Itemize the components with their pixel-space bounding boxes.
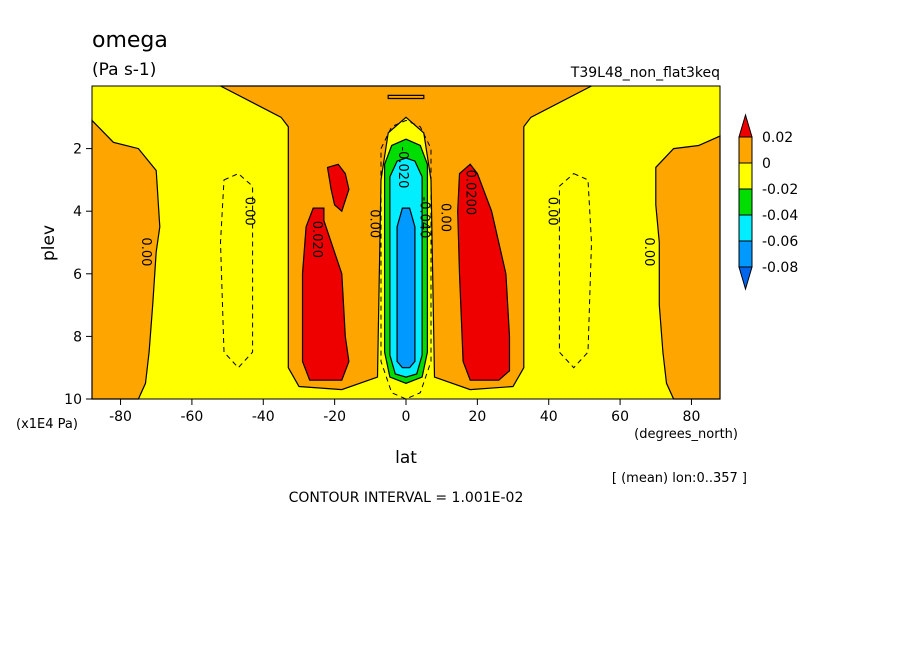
x-tick-label: -20 [323,409,346,425]
y-tick-label: 4 [73,204,82,220]
y-axis-label: plev [39,225,59,261]
colorbar-label: -0.04 [762,208,798,224]
contour-label-5: -0.040 [416,197,431,239]
plot-area: 0.00 0.00 0.020 0.00 -0.020 -0.040 0.00 0.0200 0… [91,85,721,400]
contour-label-3: 0.00 [366,209,381,238]
x-tick-label: -40 [252,409,275,425]
x-tick-label: -80 [109,409,132,425]
x-tick-label: 20 [468,409,486,425]
dashed-contour-1 [558,173,593,369]
contour-label-9: 0.00 [641,237,656,266]
contour-label-0: 0.00 [138,237,153,266]
y-tick-label: 10 [64,392,82,408]
contour-label-4: -0.020 [395,146,410,188]
x-tick-label: 60 [611,409,629,425]
colorbar-label: 0.02 [762,130,793,146]
averaging-note: [ (mean) lon:0..357 ] [612,471,747,486]
colorbar-swatch [738,162,753,190]
contour-region-2 [655,135,721,400]
y-tick-label: 8 [73,329,82,345]
contour-region-3 [387,94,425,100]
contour-label-7: 0.0200 [463,170,478,216]
contour-label-1: 0.00 [241,197,256,226]
colorbar-label: -0.02 [762,182,798,198]
contour-label-2: 0.020 [309,221,324,258]
dashed-contour-2 [380,119,432,400]
colorbar-top-arrow [738,113,753,138]
colorbar-label: -0.06 [762,234,798,250]
x-tick-label: 80 [683,409,701,425]
y-tick-label: 6 [73,267,82,283]
experiment-name: T39L48_non_flat3keq [570,65,720,81]
chart-title: omega [92,28,168,53]
contour-region-5 [326,163,350,213]
y-axis: 2 4 6 8 10 [64,142,92,408]
x-tick-label: -60 [180,409,203,425]
contour-interval-text: CONTOUR INTERVAL = 1.001E-02 [289,490,524,506]
x-tick-label: 0 [402,409,411,425]
x-axis: -80 -60 -40 -20 0 20 40 60 80 [109,399,700,425]
colorbar-swatch [738,136,753,164]
contour-label-6: 0.00 [438,203,453,232]
colorbar: 0.02 0 -0.02 -0.04 -0.06 -0.08 [738,113,798,291]
dashed-contour-0 [219,173,254,369]
colorbar-swatch [738,188,753,216]
x-tick-label: 40 [540,409,558,425]
chart-units: (Pa s-1) [92,60,156,80]
contour-region-4 [301,207,350,381]
colorbar-bottom-arrow [738,266,753,291]
x-axis-label: lat [395,448,417,468]
contour-region-6 [457,163,511,381]
y-tick-label: 2 [73,142,82,158]
x-axis-units: (degrees_north) [634,427,738,442]
colorbar-label: -0.08 [762,260,798,276]
y-axis-units: (x1E4 Pa) [16,417,78,432]
colorbar-swatch [738,214,753,242]
colorbar-label: 0 [762,156,771,172]
contour-region-9 [396,207,416,369]
contour-label-8: 0.00 [545,197,560,226]
colorbar-swatch [738,240,753,268]
